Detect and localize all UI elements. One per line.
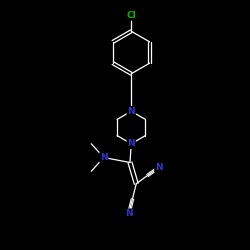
Text: N: N (128, 107, 135, 116)
Text: N: N (155, 163, 162, 172)
Text: N: N (128, 139, 135, 148)
Text: N: N (125, 209, 132, 218)
Text: Cl: Cl (126, 11, 136, 20)
Text: N: N (100, 153, 108, 162)
